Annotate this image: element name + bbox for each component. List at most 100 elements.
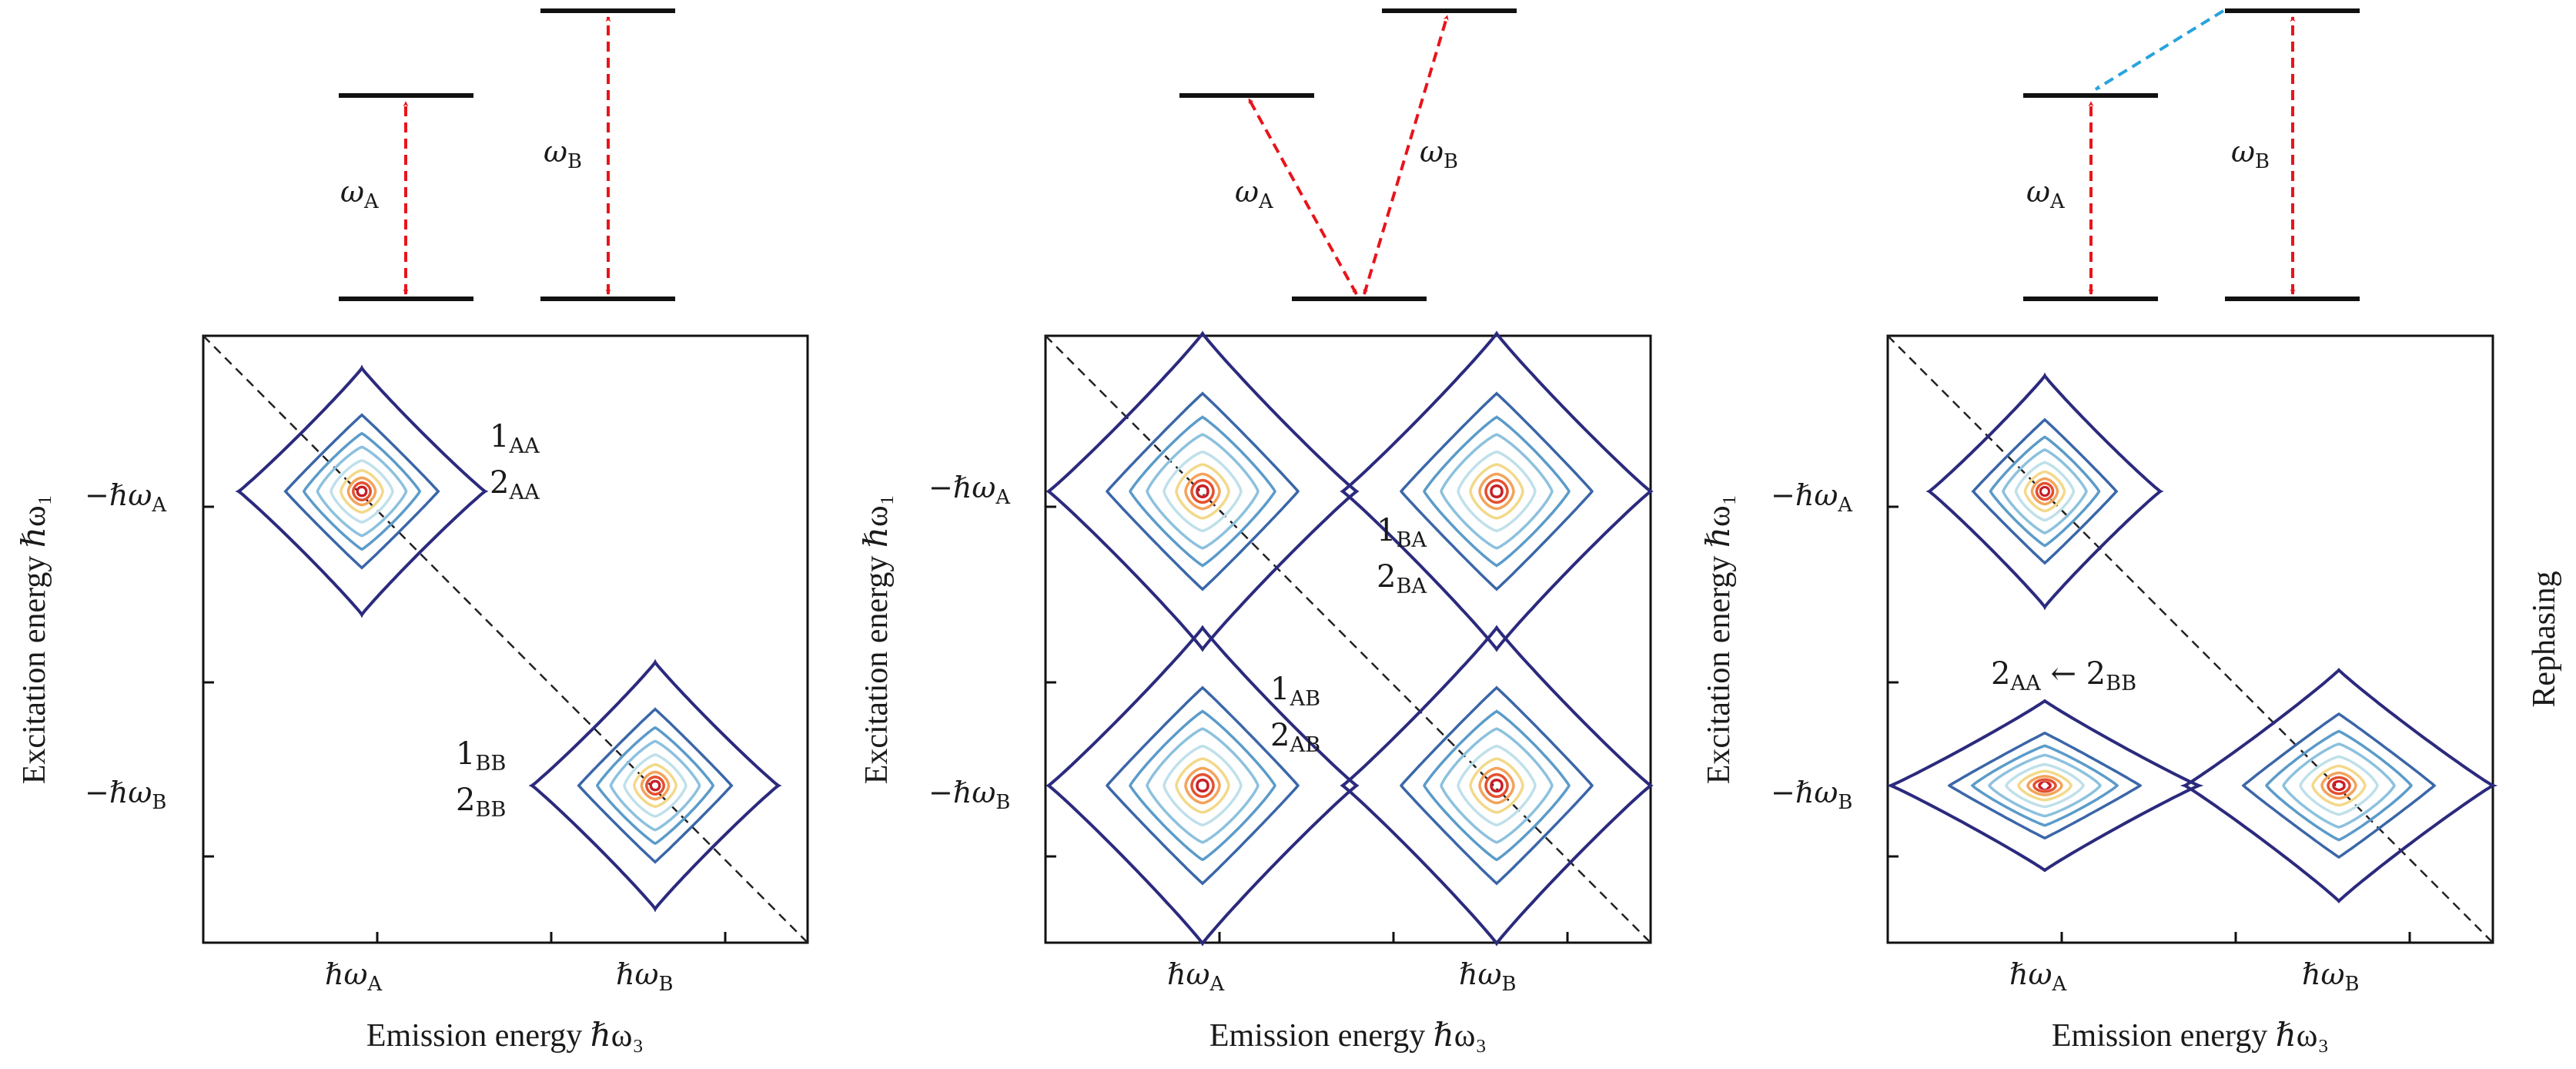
xtick-label-a: ℏωA bbox=[325, 957, 382, 996]
peak-bb bbox=[2180, 668, 2498, 903]
contour-line bbox=[1484, 772, 1509, 799]
ytick-label-a: −ℏωA bbox=[928, 471, 1010, 509]
contour-line bbox=[577, 707, 734, 864]
contour-line bbox=[1146, 727, 1260, 844]
contour-line bbox=[1478, 766, 1515, 805]
peak-aa bbox=[1925, 372, 2164, 611]
contour-line bbox=[2014, 461, 2076, 522]
peak-aa bbox=[235, 364, 489, 618]
contour-line bbox=[1196, 779, 1209, 793]
y-axis-label: Excitation energy ℏω₁ bbox=[17, 494, 52, 784]
contour-line bbox=[1478, 472, 1515, 511]
peak-center bbox=[2042, 488, 2048, 494]
contour-line bbox=[1400, 685, 1594, 886]
contour-line bbox=[649, 779, 661, 792]
omega-a-label: ωA bbox=[1235, 175, 1273, 213]
xtick-label-b: ℏωB bbox=[2302, 957, 2359, 996]
peak-center bbox=[1199, 782, 1206, 789]
contour-line bbox=[2332, 780, 2346, 792]
contour-line bbox=[356, 485, 368, 498]
contour-line bbox=[1947, 731, 2143, 840]
contour-line bbox=[330, 459, 394, 524]
peak-ba bbox=[1340, 330, 1654, 652]
x-axis-label: Emission energy ℏω₃ bbox=[1209, 1018, 1487, 1054]
contour-line bbox=[1423, 415, 1571, 568]
contour-line bbox=[2023, 470, 2066, 513]
contour-line bbox=[2032, 778, 2057, 793]
plot-area bbox=[202, 334, 809, 944]
peak-label-2ab: 2AB bbox=[1270, 718, 1320, 757]
panel-3: ωA ωB −ℏωA −ℏωB ℏωA ℏωB 2AA ← 2BB Emissi… bbox=[1701, 8, 2498, 1054]
contour-line bbox=[2327, 776, 2351, 796]
contour-line bbox=[2180, 668, 2498, 903]
contour-line bbox=[528, 658, 782, 913]
contour-line bbox=[1175, 463, 1230, 520]
contour-line bbox=[2035, 481, 2055, 501]
peak-label-1ba: 1BA bbox=[1377, 513, 1427, 552]
contour-line bbox=[340, 469, 384, 514]
panel-1: ωA ωB −ℏωA −ℏωB ℏωA ℏωB 1AA 2AA 1BB 2BB … bbox=[17, 8, 809, 1054]
contour-line bbox=[1106, 685, 1300, 886]
omega-a-label: ωA bbox=[2026, 175, 2065, 213]
contour-line bbox=[1988, 753, 2102, 818]
contour-line bbox=[352, 481, 372, 501]
omega-a-label: ωA bbox=[340, 175, 379, 213]
contour-line bbox=[1190, 772, 1215, 799]
contour-line bbox=[1484, 478, 1509, 504]
xtick-label-a: ℏωA bbox=[2009, 957, 2066, 996]
contour-line bbox=[1925, 372, 2164, 611]
energy-level-diagram: ωA ωB bbox=[1179, 8, 1517, 301]
peak-center bbox=[1199, 488, 1206, 494]
peak-center bbox=[2336, 782, 2342, 789]
contour-line bbox=[1163, 451, 1243, 533]
contour-line bbox=[1184, 766, 1221, 805]
contour-line bbox=[1196, 484, 1209, 498]
contour-line bbox=[1457, 451, 1537, 533]
rephasing-label: Rephasing bbox=[2527, 571, 2562, 707]
contour-line bbox=[609, 739, 701, 832]
contour-line bbox=[283, 413, 440, 570]
peak-center bbox=[2042, 782, 2048, 789]
diagonal-line bbox=[202, 335, 808, 943]
omega-b-label: ωB bbox=[2231, 135, 2270, 173]
omega-b-label: ωB bbox=[544, 135, 582, 173]
contour-line bbox=[623, 753, 687, 818]
peak-center bbox=[1494, 782, 1500, 789]
contour-line bbox=[346, 476, 377, 507]
contour-line bbox=[1469, 463, 1524, 520]
contour-line bbox=[1989, 435, 2101, 548]
contour-line bbox=[1885, 699, 2204, 873]
peak-center bbox=[1494, 488, 1500, 494]
contour-line bbox=[1184, 472, 1221, 511]
peak-ab bbox=[1045, 625, 1360, 947]
peak-bb bbox=[1340, 625, 1654, 947]
contour-line bbox=[2017, 769, 2073, 802]
contour-line bbox=[1340, 330, 1654, 652]
peak-center bbox=[359, 488, 365, 494]
transition-arrow-a bbox=[1247, 98, 1358, 295]
contour-line bbox=[2311, 764, 2367, 807]
x-axis-label: Emission energy ℏω₃ bbox=[2052, 1018, 2329, 1054]
contour-line bbox=[1971, 417, 2119, 565]
peak-transfer bbox=[1885, 699, 2204, 873]
contour-line bbox=[1045, 330, 1360, 652]
peak-label-1ab: 1AB bbox=[1270, 672, 1320, 711]
plot-area bbox=[1044, 330, 1654, 947]
peak-label-1bb: 1BB bbox=[456, 736, 506, 776]
contour-line bbox=[302, 431, 422, 551]
contour-line bbox=[1440, 433, 1554, 550]
xtick-label-b: ℏωB bbox=[1459, 957, 1516, 996]
omega-b-label: ωB bbox=[1420, 135, 1458, 173]
contour-line bbox=[1190, 478, 1215, 504]
ytick-label-b: −ℏωB bbox=[85, 776, 166, 814]
panel-2: ωA ωB −ℏωA −ℏωB ℏωA ℏωB 1BA 2BA 1AB 2AB … bbox=[859, 8, 1654, 1054]
plot-frame bbox=[202, 334, 809, 944]
peak-label-1aa: 1AA bbox=[490, 419, 540, 458]
contour-line bbox=[2039, 486, 2051, 498]
energy-level-diagram: ωA ωB bbox=[2023, 8, 2360, 301]
energy-transfer-arrow bbox=[2094, 9, 2225, 91]
ytick-label-b: −ℏωB bbox=[1771, 776, 1852, 814]
plot-frame bbox=[1886, 334, 2494, 944]
y-axis-label: Excitation energy ℏω₁ bbox=[859, 494, 895, 784]
